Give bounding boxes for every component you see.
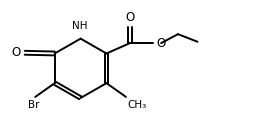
Text: O: O <box>11 46 20 59</box>
Text: CH₃: CH₃ <box>127 100 147 110</box>
Text: Br: Br <box>28 100 40 110</box>
Text: O: O <box>125 11 134 25</box>
Text: O: O <box>157 37 166 50</box>
Text: NH: NH <box>72 21 87 31</box>
